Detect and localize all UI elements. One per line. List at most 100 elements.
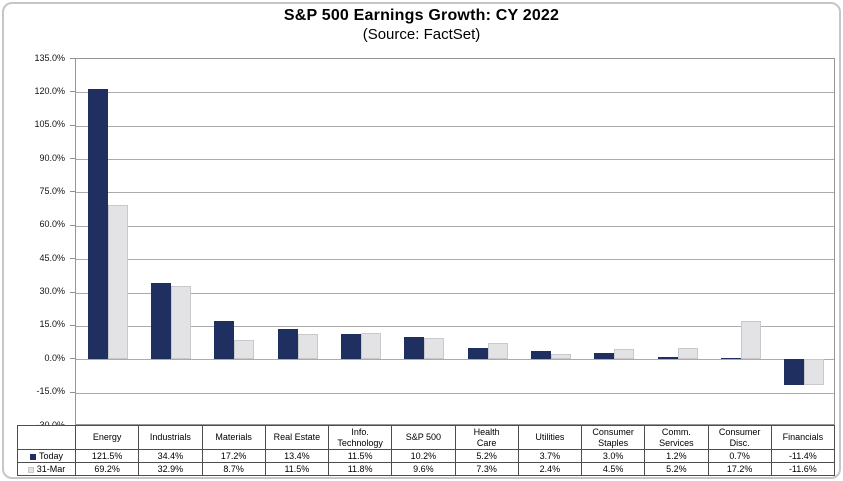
legend-swatch-today [29,453,36,460]
bar-31-mar-industrials [171,286,191,360]
value-today-real-estate: 13.4% [264,449,330,463]
value-today-s-p-500: 10.2% [391,449,456,463]
bar-today-comm-services [657,356,678,360]
bar-31-mar-comm-services [677,347,698,360]
y-tick-label-30-0: -30.0% [36,419,65,430]
value-today-health-care: 5.2% [454,449,519,463]
value-today-utilities: 3.7% [517,449,583,463]
bar-31-mar-consumer-disc [741,321,761,360]
y-tick-label-60-0: 60.0% [39,219,65,230]
y-tick-mark [70,91,75,93]
value-31-mar-comm-services: 5.2% [644,462,709,476]
gridline [76,192,834,194]
table-corner-cell [17,425,76,450]
value-31-mar-utilities: 2.4% [517,462,583,476]
category-header-materials: Materials [201,425,266,450]
y-tick-label-75-0: 75.0% [39,185,65,196]
bar-today-energy [87,89,108,360]
bar-today-info-technology [341,333,361,360]
y-tick-mark [70,258,75,260]
bar-31-mar-real-estate [297,333,318,360]
value-31-mar-energy: 69.2% [74,462,140,476]
category-header-industrials: Industrials [138,425,203,450]
category-header-real-estate: Real Estate [264,425,330,450]
gridline [76,92,834,94]
bar-31-mar-consumer-staples [614,349,635,360]
y-tick-mark [70,324,75,326]
gridline [76,125,834,127]
gridline [76,359,834,361]
gridline [76,292,834,294]
y-tick-mark [70,391,75,393]
category-header-energy: Energy [74,425,140,450]
y-tick-mark [70,191,75,193]
value-31-mar-consumer-disc: 17.2% [707,462,772,476]
bar-31-mar-materials [234,339,255,360]
category-header-utilities: Utilities [517,425,583,450]
legend-cell-today: Today [17,449,76,463]
y-axis: 135.0% 120.0% 105.0% 90.0% 75.0% 60.0% 45.0% 30… [0,53,75,430]
bar-today-consumer-staples [594,352,615,360]
y-tick-label-30-0: 30.0% [39,286,65,297]
chart-subtitle: (Source: FactSet) [362,26,481,43]
category-header-health-care: Health Care [454,425,519,450]
value-31-mar-materials: 8.7% [201,462,266,476]
y-tick-label-45-0: 45.0% [39,252,65,263]
bar-today-s-p-500 [404,336,425,360]
bar-today-financials [784,359,805,385]
gridline [76,325,834,327]
y-tick-mark [70,224,75,226]
value-today-comm-services: 1.2% [644,449,709,463]
y-tick-label-105-0: 105.0% [34,119,65,130]
bar-31-mar-energy [107,205,128,360]
category-header-consumer-staples: Consumer Staples [580,425,646,450]
y-tick-mark [70,158,75,160]
chart-title: S&P 500 Earnings Growth: CY 2022 [283,7,560,24]
bar-31-mar-health-care [487,343,508,360]
y-tick-mark [70,358,75,360]
category-header-info-technology: Info. Technology [327,425,393,450]
bar-today-real-estate [277,329,298,360]
value-today-energy: 121.5% [74,449,140,463]
bar-today-materials [214,321,235,360]
y-tick-label-120-0: 120.0% [34,85,65,96]
value-31-mar-industrials: 32.9% [138,462,203,476]
gridline [76,259,834,261]
category-header-consumer-disc: Consumer Disc. [707,425,772,450]
value-31-mar-financials: -11.6% [770,462,836,476]
y-tick-label-135-0: 135.0% [34,52,65,63]
legend-label-31-mar: 31-Mar [36,464,66,474]
bar-today-health-care [467,347,488,360]
bar-31-mar-s-p-500 [424,337,445,360]
value-31-mar-health-care: 7.3% [454,462,519,476]
value-today-industrials: 34.4% [138,449,203,463]
category-header-s-p-500: S&P 500 [391,425,456,450]
gridline [76,159,834,161]
bar-31-mar-financials [804,359,825,386]
value-31-mar-info-technology: 11.8% [327,462,393,476]
value-today-materials: 17.2% [201,449,266,463]
y-tick-mark [70,124,75,126]
bar-31-mar-utilities [551,353,571,360]
value-today-info-technology: 11.5% [327,449,393,463]
bar-today-industrials [151,282,171,360]
legend-swatch-31-mar [27,466,34,473]
data-table: Energy Industrials Materials Real Estate Inf… [17,425,836,476]
plot-area [75,58,835,425]
y-tick-mark [70,58,75,59]
y-tick-label-0-0: 0.0% [44,352,65,363]
value-31-mar-s-p-500: 9.6% [391,462,456,476]
value-today-financials: -11.4% [770,449,836,463]
y-tick-mark [70,291,75,293]
value-31-mar-real-estate: 11.5% [264,462,330,476]
y-tick-label-15-0: -15.0% [36,386,65,397]
value-today-consumer-disc: 0.7% [707,449,772,463]
category-header-financials: Financials [770,425,836,450]
value-31-mar-consumer-staples: 4.5% [580,462,646,476]
legend-label-today: Today [38,451,64,461]
legend-cell-31-mar: 31-Mar [17,462,76,476]
bar-today-consumer-disc [721,357,741,360]
value-today-consumer-staples: 3.0% [580,449,646,463]
bar-31-mar-info-technology [361,333,381,360]
